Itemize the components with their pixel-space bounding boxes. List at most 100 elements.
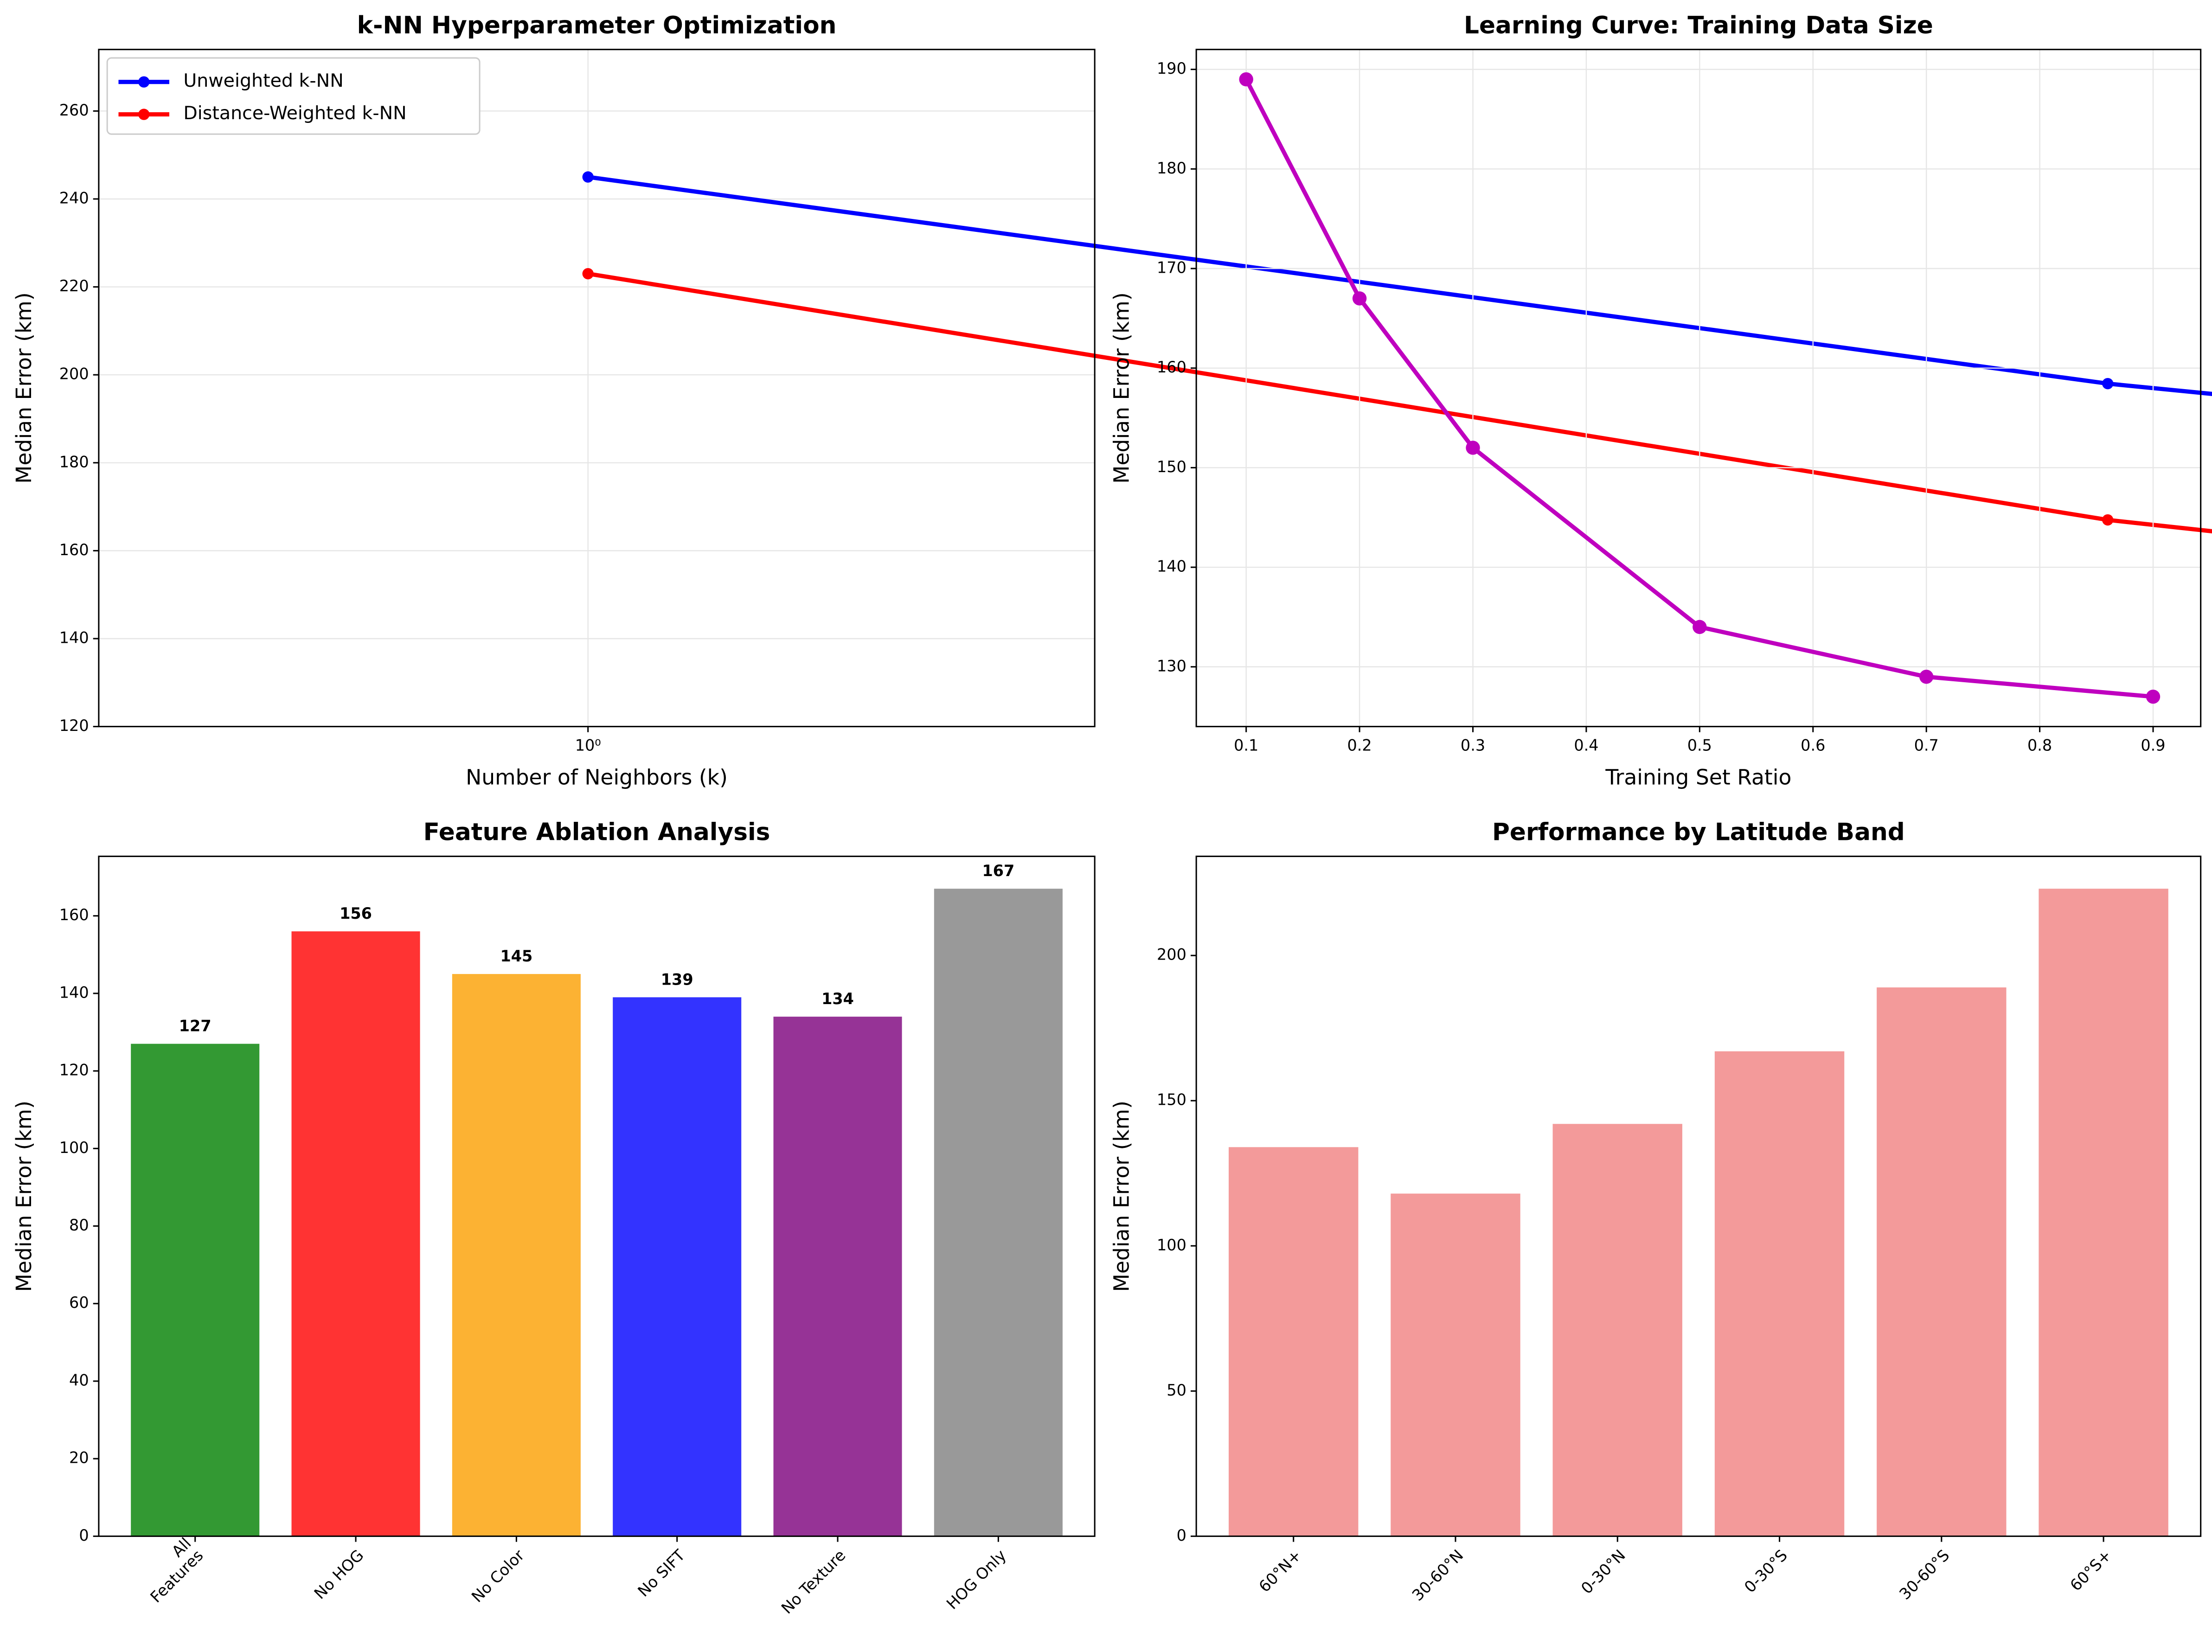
x-tick-label: AllFeatures [135,1534,206,1606]
x-tick-label: 0.6 [1801,736,1825,755]
x-tick-label: 10⁰ [575,736,601,755]
y-tick-label: 160 [1157,358,1186,376]
legend: Unweighted k-NN Distance-Weighted k-NN [106,57,481,135]
y-tick-label: 160 [59,541,89,559]
x-tick-label: 60°S+ [2066,1546,2115,1594]
y-tick-label: 100 [59,1139,89,1157]
y-tick-label: 100 [1157,1236,1186,1254]
y-tick-label: 180 [59,453,89,471]
x-tick-label: 0.7 [1914,736,1939,755]
y-tick-label: 0 [1177,1526,1186,1544]
chart-title: Performance by Latitude Band [1492,819,1905,846]
y-tick-label: 50 [1167,1381,1186,1399]
legend-marker [138,109,150,120]
chart-title: Feature Ablation Analysis [423,819,770,846]
x-tick-label: 60°N+ [1255,1546,1305,1596]
x-tick-label: 0-30°S [1741,1546,1791,1596]
legend-text: Distance-Weighted k-NN [183,102,406,124]
y-tick-label: 150 [1157,1091,1186,1109]
x-tick-label: 0.1 [1234,736,1258,755]
value-label: 139 [661,970,693,988]
y-tick-label: 160 [59,906,89,924]
y-tick-label: 200 [59,365,89,383]
x-tick-label: 30-60°N [1409,1546,1467,1605]
marker [2146,689,2161,704]
bar [613,997,742,1537]
y-tick-label: 170 [1157,258,1186,276]
marker [1239,72,1253,87]
plot-frame [1195,855,2202,1537]
y-tick-label: 140 [59,628,89,647]
y-tick-label: 40 [69,1371,89,1389]
x-axis-label: Number of Neighbors (k) [466,765,728,790]
value-label: 167 [982,862,1014,880]
bar [934,889,1063,1537]
y-tick-label: 260 [59,101,89,119]
y-tick-label: 190 [1157,59,1186,77]
x-tick-label: No Texture [778,1546,849,1618]
chart-title: k-NN Hyperparameter Optimization [357,12,837,39]
bar [291,931,420,1537]
y-tick-label: 120 [59,1061,89,1079]
x-tick-label: 0.8 [2027,736,2052,755]
x-axis-label: Training Set Ratio [1605,765,1791,790]
y-axis-label: Median Error (km) [1109,292,1134,484]
y-tick-label: 120 [59,717,89,735]
legend-box [106,57,481,135]
chart-title: Learning Curve: Training Data Size [1464,12,1933,39]
value-label: 127 [179,1017,212,1035]
y-tick-label: 180 [1157,159,1186,177]
x-tick-label: No SIFT [634,1546,688,1600]
y-axis-label: Median Error (km) [12,292,36,484]
x-tick-label: 0-30°N [1577,1546,1629,1598]
x-tick-label: 30-60°S [1896,1546,1953,1603]
legend-marker [138,76,150,88]
bar [131,1044,260,1537]
marker [1919,670,1934,684]
y-tick-label: 200 [1157,946,1186,964]
y-tick-label: 140 [59,983,89,1001]
marker [1693,620,1707,634]
y-axis-label: Median Error (km) [1109,1101,1134,1292]
marker [582,268,594,280]
marker [1352,291,1367,306]
marker [1466,441,1480,455]
value-label: 145 [500,947,532,965]
bar [1552,1124,1682,1537]
x-tick-label: HOG Only [943,1546,1010,1613]
marker [2102,514,2114,526]
plot-frame [98,855,1096,1537]
y-tick-label: 140 [1157,557,1186,576]
value-label: 134 [821,990,854,1008]
bar [1391,1193,1520,1537]
y-tick-label: 220 [59,277,89,295]
y-tick-label: 0 [79,1526,89,1544]
y-tick-label: 130 [1157,657,1186,675]
x-tick-label: 0.5 [1687,736,1712,755]
y-tick-label: 60 [69,1293,89,1312]
bar [452,974,581,1537]
bar [2039,889,2168,1537]
plot-frame [1195,49,2202,728]
y-tick-label: 150 [1157,458,1186,476]
plot-frame [98,49,1096,728]
x-tick-label: No Color [468,1546,528,1606]
y-tick-label: 80 [69,1216,89,1234]
bar [1714,1051,1845,1537]
marker [2102,378,2114,390]
bar [1877,987,2007,1537]
y-tick-label: 240 [59,189,89,207]
bar [1229,1147,1359,1537]
x-tick-label: 0.9 [2141,736,2165,755]
x-tick-label: No HOG [311,1546,367,1603]
x-tick-label: 0.2 [1347,736,1372,755]
line [587,271,2212,534]
bar [773,1017,902,1537]
x-tick-label: 0.4 [1574,736,1598,755]
y-axis-label: Median Error (km) [12,1101,36,1292]
legend-text: Unweighted k-NN [183,70,343,91]
value-label: 156 [340,904,372,922]
x-tick-label: 0.3 [1461,736,1485,755]
